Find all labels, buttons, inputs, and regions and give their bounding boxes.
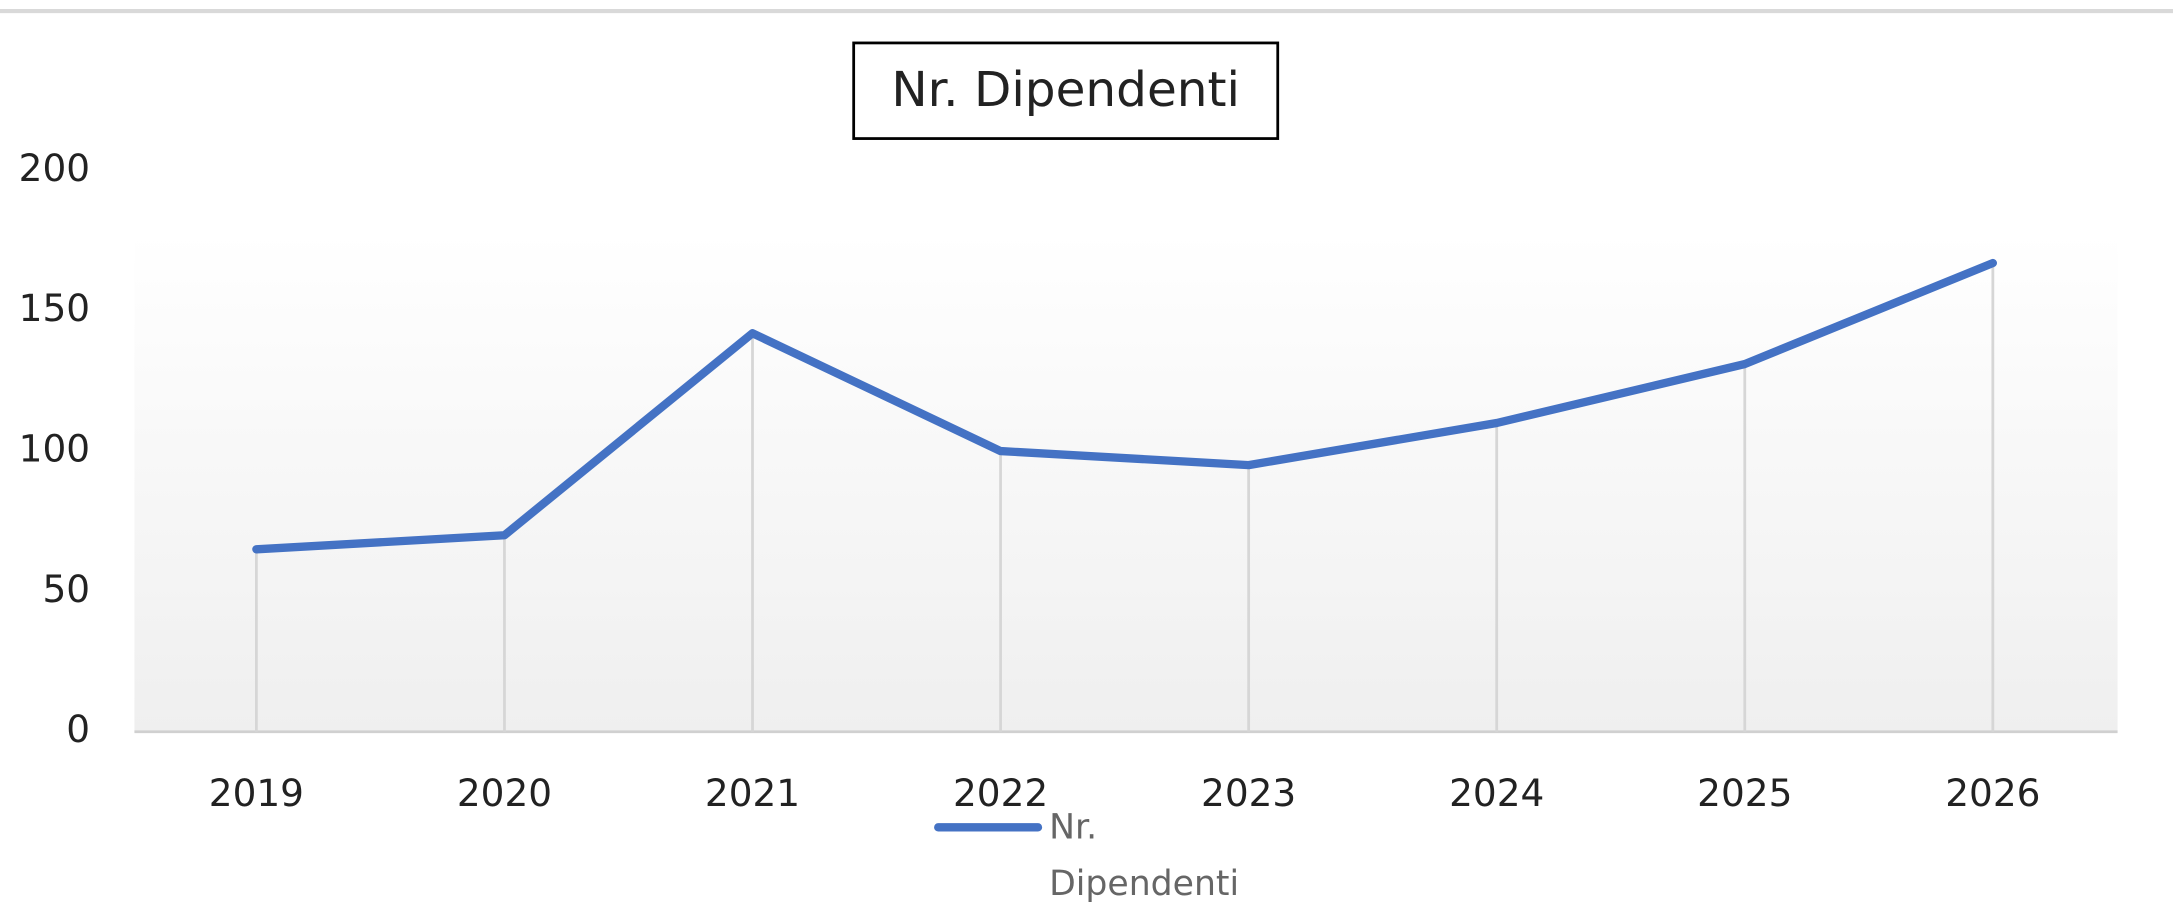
title-box: [852, 41, 1280, 140]
legend-label: Nr. Dipendenti: [1049, 806, 1240, 904]
legend-label-box: Nr. Dipendenti: [1049, 806, 1240, 904]
plot-background: [134, 232, 2118, 732]
x-tick-label: 2025: [1697, 771, 1792, 815]
x-tick-label: 2020: [457, 771, 552, 815]
x-tick-label: 2026: [1945, 771, 2040, 815]
x-tick-label: 2021: [705, 771, 800, 815]
x-tick-label: 2024: [1449, 771, 1544, 815]
x-tick-label: 2023: [1201, 771, 1296, 815]
x-tick-label: 2019: [209, 771, 304, 815]
data-line: [252, 258, 1997, 554]
x-tick-label: 2022: [953, 771, 1048, 815]
y-tick-label: 50: [42, 567, 90, 611]
chart-title: Nr. Dipendenti: [891, 62, 1240, 118]
y-tick-label: 150: [19, 286, 90, 330]
y-tick-label: 200: [19, 146, 90, 190]
plot: 0 50 100 150 200 2019 2020 2021 2022 2023 2024 2025…: [19, 146, 2041, 815]
y-tick-label: 0: [66, 707, 90, 751]
y-tick-label: 100: [19, 427, 90, 471]
